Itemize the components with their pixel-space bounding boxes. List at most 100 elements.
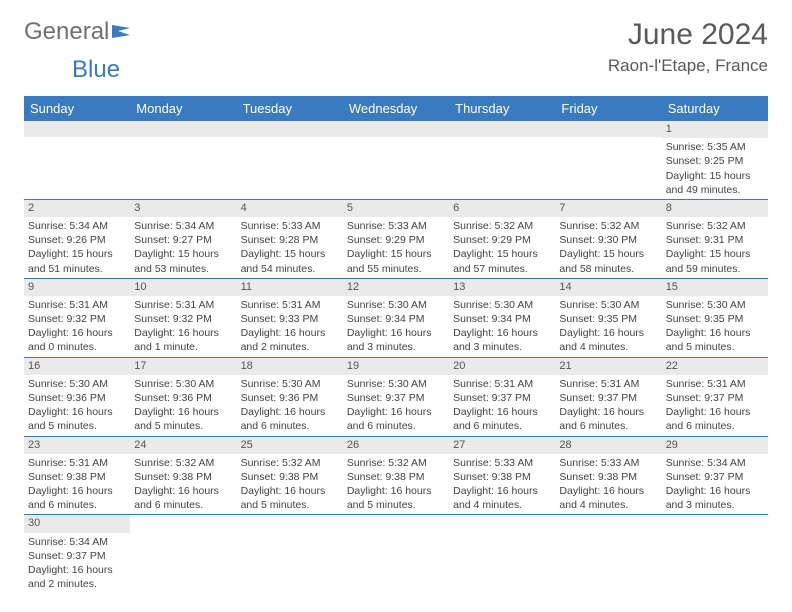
calendar-cell: 9Sunrise: 5:31 AMSunset: 9:32 PMDaylight… <box>24 278 130 357</box>
day-details: Sunrise: 5:31 AMSunset: 9:38 PMDaylight:… <box>24 454 130 515</box>
day-details: Sunrise: 5:32 AMSunset: 9:30 PMDaylight:… <box>555 217 661 278</box>
day-detail-line: Sunset: 9:27 PM <box>134 233 232 247</box>
day-detail-line: Daylight: 15 hours <box>347 247 445 261</box>
day-detail-line: Sunset: 9:38 PM <box>28 470 126 484</box>
calendar-cell: 14Sunrise: 5:30 AMSunset: 9:35 PMDayligh… <box>555 278 661 357</box>
day-details: Sunrise: 5:32 AMSunset: 9:38 PMDaylight:… <box>237 454 343 515</box>
day-detail-line: and 57 minutes. <box>453 262 551 276</box>
day-detail-line: Sunrise: 5:33 AM <box>347 219 445 233</box>
day-detail-line: and 5 minutes. <box>28 419 126 433</box>
day-detail-line: Daylight: 16 hours <box>347 405 445 419</box>
day-detail-line: Sunset: 9:38 PM <box>453 470 551 484</box>
calendar-cell: 2Sunrise: 5:34 AMSunset: 9:26 PMDaylight… <box>24 199 130 278</box>
calendar-cell: 7Sunrise: 5:32 AMSunset: 9:30 PMDaylight… <box>555 199 661 278</box>
day-detail-line: Sunrise: 5:30 AM <box>666 298 764 312</box>
day-detail-line: and 54 minutes. <box>241 262 339 276</box>
day-detail-line: Daylight: 16 hours <box>28 405 126 419</box>
day-detail-line: and 5 minutes. <box>134 419 232 433</box>
day-detail-line: Sunset: 9:38 PM <box>134 470 232 484</box>
day-detail-line: Sunset: 9:37 PM <box>347 391 445 405</box>
day-detail-line: Sunset: 9:35 PM <box>666 312 764 326</box>
day-number: 23 <box>24 437 130 454</box>
day-detail-line: Sunrise: 5:34 AM <box>666 456 764 470</box>
day-detail-line: and 6 minutes. <box>666 419 764 433</box>
day-detail-line: Sunrise: 5:30 AM <box>347 298 445 312</box>
day-details: Sunrise: 5:34 AMSunset: 9:37 PMDaylight:… <box>662 454 768 515</box>
day-detail-line: Sunset: 9:38 PM <box>241 470 339 484</box>
day-detail-line: Sunrise: 5:32 AM <box>347 456 445 470</box>
day-detail-line: Daylight: 16 hours <box>347 326 445 340</box>
day-number: 15 <box>662 279 768 296</box>
day-detail-line: and 4 minutes. <box>559 498 657 512</box>
day-detail-line: Sunset: 9:30 PM <box>559 233 657 247</box>
day-details: Sunrise: 5:33 AMSunset: 9:38 PMDaylight:… <box>555 454 661 515</box>
calendar-cell: 21Sunrise: 5:31 AMSunset: 9:37 PMDayligh… <box>555 357 661 436</box>
day-number: 1 <box>662 121 768 138</box>
empty-day <box>130 121 236 137</box>
day-detail-line: Sunset: 9:37 PM <box>666 391 764 405</box>
day-detail-line: and 55 minutes. <box>347 262 445 276</box>
day-detail-line: Sunset: 9:32 PM <box>134 312 232 326</box>
day-detail-line: Daylight: 15 hours <box>666 169 764 183</box>
day-details: Sunrise: 5:30 AMSunset: 9:34 PMDaylight:… <box>449 296 555 357</box>
calendar-cell <box>24 121 130 199</box>
day-number: 13 <box>449 279 555 296</box>
flag-icon <box>112 18 134 46</box>
day-number: 19 <box>343 358 449 375</box>
day-details: Sunrise: 5:31 AMSunset: 9:37 PMDaylight:… <box>449 375 555 436</box>
day-details: Sunrise: 5:32 AMSunset: 9:38 PMDaylight:… <box>130 454 236 515</box>
empty-day <box>343 121 449 137</box>
day-detail-line: Daylight: 16 hours <box>559 405 657 419</box>
day-number: 12 <box>343 279 449 296</box>
calendar-cell: 15Sunrise: 5:30 AMSunset: 9:35 PMDayligh… <box>662 278 768 357</box>
calendar-cell <box>449 121 555 199</box>
day-detail-line: Sunrise: 5:34 AM <box>134 219 232 233</box>
logo: General Blue <box>24 18 134 84</box>
header: General Blue June 2024 Raon-l'Etape, Fra… <box>24 18 768 84</box>
empty-day <box>555 121 661 137</box>
calendar-cell <box>449 515 555 593</box>
calendar-cell: 11Sunrise: 5:31 AMSunset: 9:33 PMDayligh… <box>237 278 343 357</box>
day-detail-line: and 53 minutes. <box>134 262 232 276</box>
calendar-cell: 20Sunrise: 5:31 AMSunset: 9:37 PMDayligh… <box>449 357 555 436</box>
calendar-cell <box>555 121 661 199</box>
day-details: Sunrise: 5:33 AMSunset: 9:28 PMDaylight:… <box>237 217 343 278</box>
day-detail-line: Sunrise: 5:31 AM <box>241 298 339 312</box>
day-detail-line: Sunrise: 5:35 AM <box>666 140 764 154</box>
day-detail-line: and 3 minutes. <box>347 340 445 354</box>
day-detail-line: Daylight: 15 hours <box>666 247 764 261</box>
weekday-header-row: Sunday Monday Tuesday Wednesday Thursday… <box>24 96 768 121</box>
weekday-header: Friday <box>555 96 661 121</box>
day-number: 27 <box>449 437 555 454</box>
day-detail-line: Sunset: 9:26 PM <box>28 233 126 247</box>
day-detail-line: and 0 minutes. <box>28 340 126 354</box>
day-detail-line: Sunset: 9:36 PM <box>28 391 126 405</box>
day-detail-line: Sunset: 9:32 PM <box>28 312 126 326</box>
day-detail-line: Sunset: 9:37 PM <box>559 391 657 405</box>
day-number: 21 <box>555 358 661 375</box>
day-detail-line: and 4 minutes. <box>559 340 657 354</box>
day-detail-line: Sunrise: 5:34 AM <box>28 535 126 549</box>
day-detail-line: Sunrise: 5:34 AM <box>28 219 126 233</box>
day-detail-line: and 5 minutes. <box>347 498 445 512</box>
calendar-cell: 16Sunrise: 5:30 AMSunset: 9:36 PMDayligh… <box>24 357 130 436</box>
calendar-cell: 26Sunrise: 5:32 AMSunset: 9:38 PMDayligh… <box>343 436 449 515</box>
day-detail-line: Sunset: 9:36 PM <box>241 391 339 405</box>
title-block: June 2024 Raon-l'Etape, France <box>608 18 768 76</box>
calendar-cell: 23Sunrise: 5:31 AMSunset: 9:38 PMDayligh… <box>24 436 130 515</box>
day-detail-line: and 58 minutes. <box>559 262 657 276</box>
day-detail-line: Sunrise: 5:33 AM <box>241 219 339 233</box>
day-detail-line: Daylight: 16 hours <box>28 326 126 340</box>
day-details: Sunrise: 5:31 AMSunset: 9:37 PMDaylight:… <box>555 375 661 436</box>
weekday-header: Tuesday <box>237 96 343 121</box>
day-detail-line: and 5 minutes. <box>241 498 339 512</box>
location-label: Raon-l'Etape, France <box>608 56 768 76</box>
day-detail-line: and 3 minutes. <box>453 340 551 354</box>
day-detail-line: Sunrise: 5:31 AM <box>28 298 126 312</box>
day-detail-line: Daylight: 15 hours <box>453 247 551 261</box>
day-detail-line: Daylight: 16 hours <box>453 326 551 340</box>
day-detail-line: and 49 minutes. <box>666 183 764 197</box>
weekday-header: Wednesday <box>343 96 449 121</box>
day-detail-line: Daylight: 15 hours <box>28 247 126 261</box>
day-details: Sunrise: 5:31 AMSunset: 9:37 PMDaylight:… <box>662 375 768 436</box>
